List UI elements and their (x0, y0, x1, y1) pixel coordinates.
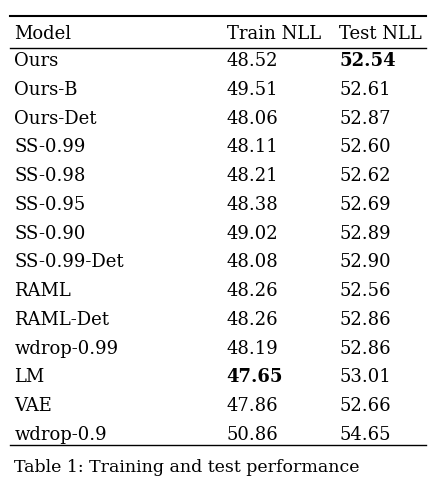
Text: Train NLL: Train NLL (227, 25, 321, 43)
Text: 49.02: 49.02 (227, 225, 278, 242)
Text: 52.54: 52.54 (339, 52, 396, 70)
Text: 54.65: 54.65 (339, 426, 391, 444)
Text: Ours-Det: Ours-Det (14, 110, 97, 128)
Text: 52.87: 52.87 (339, 110, 391, 128)
Text: RAML: RAML (14, 282, 71, 300)
Text: 52.69: 52.69 (339, 196, 391, 214)
Text: Test NLL: Test NLL (339, 25, 422, 43)
Text: VAE: VAE (14, 397, 52, 415)
Text: 48.11: 48.11 (227, 138, 278, 156)
Text: 47.65: 47.65 (227, 368, 283, 386)
Text: RAML-Det: RAML-Det (14, 311, 109, 329)
Text: 52.61: 52.61 (339, 81, 391, 99)
Text: 52.66: 52.66 (339, 397, 391, 415)
Text: Table 1: Training and test performance: Table 1: Training and test performance (14, 459, 360, 476)
Text: LM: LM (14, 368, 45, 386)
Text: 49.51: 49.51 (227, 81, 278, 99)
Text: 52.86: 52.86 (339, 339, 391, 358)
Text: wdrop-0.9: wdrop-0.9 (14, 426, 107, 444)
Text: 48.38: 48.38 (227, 196, 278, 214)
Text: 48.52: 48.52 (227, 52, 278, 70)
Text: 48.19: 48.19 (227, 339, 278, 358)
Text: 48.06: 48.06 (227, 110, 278, 128)
Text: SS-0.90: SS-0.90 (14, 225, 86, 242)
Text: 48.08: 48.08 (227, 253, 278, 271)
Text: Model: Model (14, 25, 71, 43)
Text: SS-0.95: SS-0.95 (14, 196, 86, 214)
Text: SS-0.99-Det: SS-0.99-Det (14, 253, 124, 271)
Text: 50.86: 50.86 (227, 426, 278, 444)
Text: 47.86: 47.86 (227, 397, 278, 415)
Text: SS-0.98: SS-0.98 (14, 167, 86, 185)
Text: wdrop-0.99: wdrop-0.99 (14, 339, 119, 358)
Text: 52.56: 52.56 (339, 282, 391, 300)
Text: 53.01: 53.01 (339, 368, 391, 386)
Text: 48.21: 48.21 (227, 167, 278, 185)
Text: 52.60: 52.60 (339, 138, 391, 156)
Text: Ours: Ours (14, 52, 58, 70)
Text: 52.86: 52.86 (339, 311, 391, 329)
Text: 48.26: 48.26 (227, 282, 278, 300)
Text: 52.90: 52.90 (339, 253, 391, 271)
Text: 52.62: 52.62 (339, 167, 391, 185)
Text: 52.89: 52.89 (339, 225, 391, 242)
Text: Ours-B: Ours-B (14, 81, 78, 99)
Text: SS-0.99: SS-0.99 (14, 138, 86, 156)
Text: 48.26: 48.26 (227, 311, 278, 329)
